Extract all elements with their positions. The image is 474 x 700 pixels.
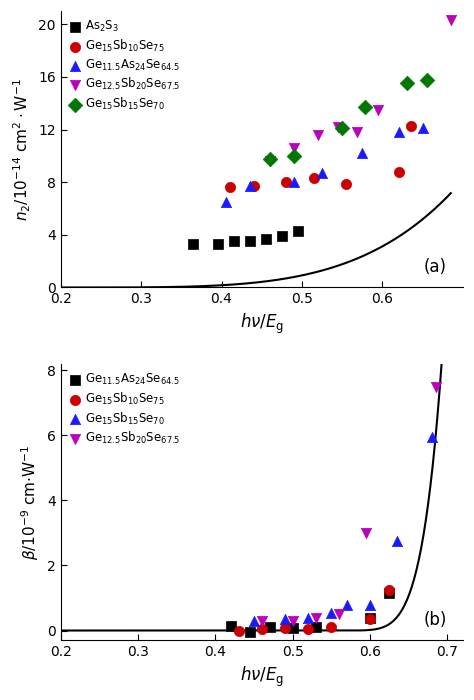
Ge$_{11.5}$As$_{24}$Se$_{64.5}$: [246, 626, 254, 638]
Ge$_{11.5}$As$_{24}$Se$_{64.5}$: [289, 622, 297, 634]
Ge$_{12.5}$Sb$_{20}$Se$_{67.5}$: [363, 527, 370, 538]
Ge$_{15}$Sb$_{10}$Se$_{75}$: [328, 622, 335, 633]
Ge$_{15}$Sb$_{10}$Se$_{75}$: [281, 622, 289, 634]
Ge$_{15}$Sb$_{10}$Se$_{75}$: [395, 166, 402, 177]
Ge$_{15}$Sb$_{15}$Se$_{70}$: [281, 613, 289, 624]
Ge$_{11.5}$As$_{24}$Se$_{64.5}$: [386, 587, 393, 598]
X-axis label: $h\nu/E_{\rm g}$: $h\nu/E_{\rm g}$: [240, 312, 284, 336]
Ge$_{12.5}$Sb$_{20}$Se$_{67.5}$: [312, 612, 320, 624]
Ge$_{12.5}$Sb$_{20}$Se$_{67.5}$: [289, 615, 297, 626]
Ge$_{12.5}$Sb$_{20}$Se$_{67.5}$: [314, 130, 322, 141]
Ge$_{11.5}$As$_{24}$Se$_{64.5}$: [319, 167, 326, 178]
Ge$_{15}$Sb$_{15}$Se$_{70}$: [290, 150, 298, 162]
Ge$_{12.5}$Sb$_{20}$Se$_{67.5}$: [432, 381, 439, 392]
Ge$_{15}$Sb$_{15}$Se$_{70}$: [343, 600, 351, 611]
Ge$_{12.5}$Sb$_{20}$Se$_{67.5}$: [374, 104, 382, 116]
Ge$_{12.5}$Sb$_{20}$Se$_{67.5}$: [335, 121, 342, 132]
As$_2$S$_3$: [294, 225, 302, 237]
X-axis label: $h\nu/E_{\rm g}$: $h\nu/E_{\rm g}$: [240, 665, 284, 689]
As$_2$S$_3$: [262, 233, 270, 244]
Ge$_{12.5}$Sb$_{20}$Se$_{67.5}$: [447, 15, 455, 26]
Text: (a): (a): [424, 258, 447, 276]
Ge$_{15}$Sb$_{15}$Se$_{70}$: [266, 153, 273, 164]
Ge$_{11.5}$As$_{24}$Se$_{64.5}$: [366, 613, 374, 624]
Ge$_{11.5}$As$_{24}$Se$_{64.5}$: [395, 127, 402, 138]
Ge$_{15}$Sb$_{10}$Se$_{75}$: [342, 178, 350, 189]
Ge$_{15}$Sb$_{15}$Se$_{70}$: [338, 122, 346, 134]
Ge$_{11.5}$As$_{24}$Se$_{64.5}$: [419, 122, 427, 134]
Ge$_{12.5}$Sb$_{20}$Se$_{67.5}$: [353, 127, 361, 138]
Ge$_{15}$Sb$_{15}$Se$_{70}$: [366, 599, 374, 610]
Ge$_{15}$Sb$_{15}$Se$_{70}$: [250, 615, 258, 626]
Ge$_{11.5}$As$_{24}$Se$_{64.5}$: [290, 176, 298, 188]
Text: (b): (b): [423, 611, 447, 629]
Ge$_{11.5}$As$_{24}$Se$_{64.5}$: [222, 196, 229, 207]
Ge$_{15}$Sb$_{10}$Se$_{75}$: [282, 176, 290, 188]
Ge$_{15}$Sb$_{10}$Se$_{75}$: [366, 613, 374, 624]
Ge$_{15}$Sb$_{15}$Se$_{70}$: [403, 78, 410, 89]
As$_2$S$_3$: [246, 236, 254, 247]
Ge$_{12.5}$Sb$_{20}$Se$_{67.5}$: [335, 609, 343, 620]
As$_2$S$_3$: [230, 236, 237, 247]
Ge$_{12.5}$Sb$_{20}$Se$_{67.5}$: [266, 155, 273, 167]
Ge$_{12.5}$Sb$_{20}$Se$_{67.5}$: [290, 142, 298, 153]
Ge$_{11.5}$As$_{24}$Se$_{64.5}$: [312, 621, 320, 632]
Ge$_{11.5}$As$_{24}$Se$_{64.5}$: [266, 622, 273, 633]
Ge$_{15}$Sb$_{15}$Se$_{70}$: [361, 102, 369, 113]
Ge$_{12.5}$Sb$_{20}$Se$_{67.5}$: [258, 615, 265, 626]
Ge$_{15}$Sb$_{15}$Se$_{70}$: [428, 431, 436, 442]
Legend: As$_2$S$_3$, Ge$_{15}$Sb$_{10}$Se$_{75}$, Ge$_{11.5}$As$_{24}$Se$_{64.5}$, Ge$_{: As$_2$S$_3$, Ge$_{15}$Sb$_{10}$Se$_{75}$…: [66, 17, 183, 114]
Ge$_{15}$Sb$_{10}$Se$_{75}$: [258, 623, 265, 634]
Ge$_{15}$Sb$_{10}$Se$_{75}$: [386, 584, 393, 596]
Ge$_{11.5}$As$_{24}$Se$_{64.5}$: [227, 620, 235, 631]
Y-axis label: $\beta/10^{-9}$ cm$\cdot$W$^{-1}$: $\beta/10^{-9}$ cm$\cdot$W$^{-1}$: [20, 444, 41, 560]
Ge$_{15}$Sb$_{15}$Se$_{70}$: [328, 607, 335, 618]
Ge$_{15}$Sb$_{10}$Se$_{75}$: [407, 120, 414, 131]
Y-axis label: $n_2/10^{-14}$ cm$^2\cdot$W$^{-1}$: $n_2/10^{-14}$ cm$^2\cdot$W$^{-1}$: [11, 78, 33, 220]
Ge$_{11.5}$As$_{24}$Se$_{64.5}$: [358, 148, 366, 159]
Ge$_{11.5}$As$_{24}$Se$_{64.5}$: [246, 181, 254, 192]
Ge$_{15}$Sb$_{10}$Se$_{75}$: [304, 623, 312, 634]
Ge$_{15}$Sb$_{15}$Se$_{70}$: [423, 74, 430, 85]
Ge$_{15}$Sb$_{15}$Se$_{70}$: [393, 536, 401, 547]
Legend: Ge$_{11.5}$As$_{24}$Se$_{64.5}$, Ge$_{15}$Sb$_{10}$Se$_{75}$, Ge$_{15}$Sb$_{15}$: Ge$_{11.5}$As$_{24}$Se$_{64.5}$, Ge$_{15…: [66, 370, 183, 449]
As$_2$S$_3$: [190, 239, 197, 250]
Ge$_{15}$Sb$_{10}$Se$_{75}$: [250, 181, 257, 192]
Ge$_{15}$Sb$_{10}$Se$_{75}$: [226, 182, 233, 193]
Ge$_{15}$Sb$_{10}$Se$_{75}$: [310, 173, 318, 184]
As$_2$S$_3$: [214, 239, 221, 250]
Ge$_{15}$Sb$_{15}$Se$_{70}$: [304, 612, 312, 623]
Ge$_{15}$Sb$_{10}$Se$_{75}$: [235, 625, 242, 636]
As$_2$S$_3$: [278, 230, 286, 241]
